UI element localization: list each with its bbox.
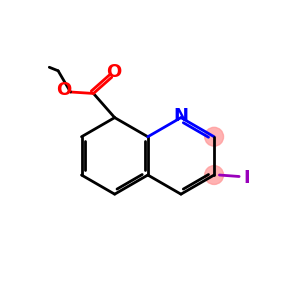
Text: N: N bbox=[173, 107, 188, 125]
Circle shape bbox=[205, 127, 224, 146]
Text: I: I bbox=[244, 169, 250, 187]
Text: O: O bbox=[106, 63, 122, 81]
Circle shape bbox=[205, 166, 224, 184]
Text: O: O bbox=[56, 81, 72, 99]
